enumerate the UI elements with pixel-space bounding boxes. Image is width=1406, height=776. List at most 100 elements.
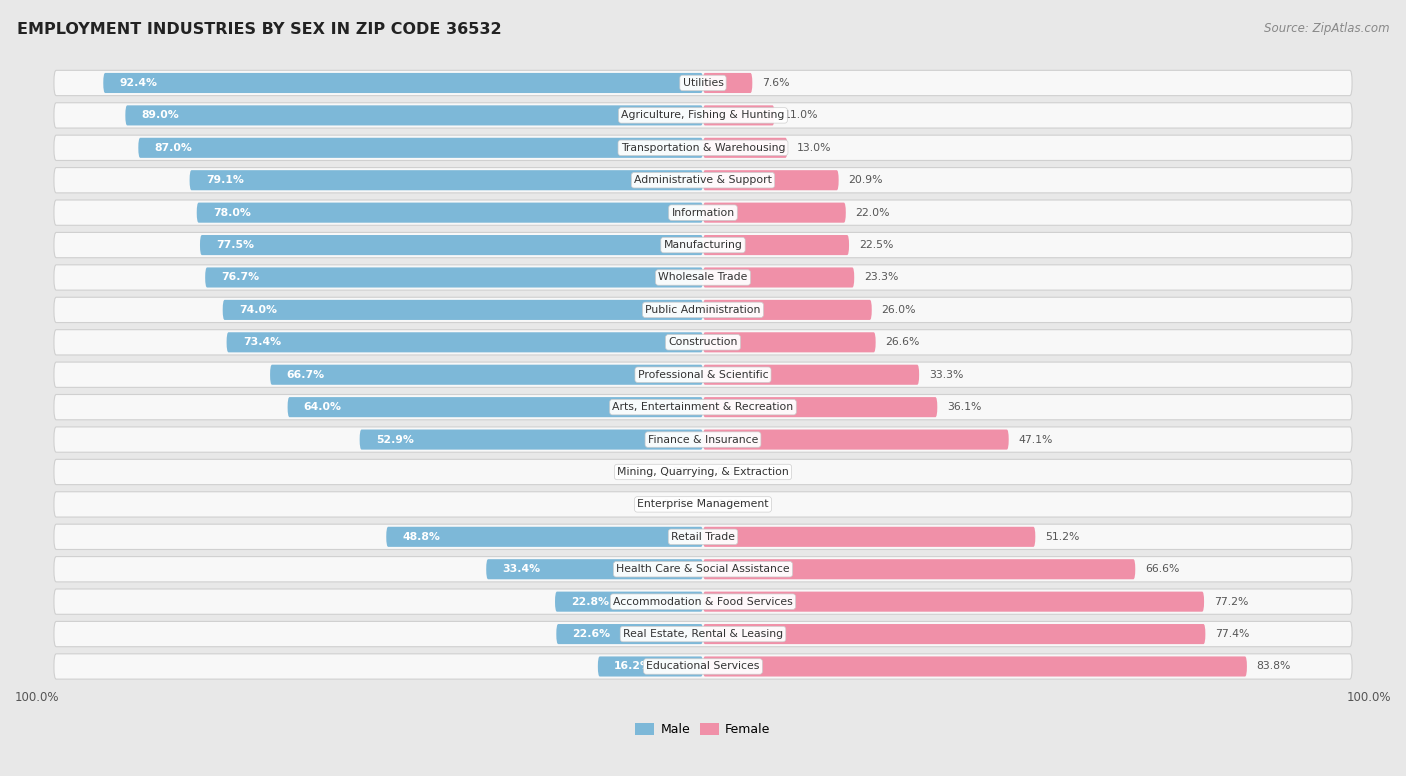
Text: 33.4%: 33.4% (502, 564, 540, 574)
Text: 51.2%: 51.2% (1045, 532, 1080, 542)
Legend: Male, Female: Male, Female (630, 719, 776, 741)
Text: 0.0%: 0.0% (662, 467, 690, 477)
FancyBboxPatch shape (53, 524, 1353, 549)
FancyBboxPatch shape (703, 624, 1205, 644)
Text: EMPLOYMENT INDUSTRIES BY SEX IN ZIP CODE 36532: EMPLOYMENT INDUSTRIES BY SEX IN ZIP CODE… (17, 22, 502, 36)
Text: 22.5%: 22.5% (859, 240, 893, 250)
Text: Educational Services: Educational Services (647, 661, 759, 671)
FancyBboxPatch shape (53, 297, 1353, 323)
FancyBboxPatch shape (53, 556, 1353, 582)
FancyBboxPatch shape (53, 330, 1353, 355)
FancyBboxPatch shape (53, 265, 1353, 290)
FancyBboxPatch shape (53, 135, 1353, 161)
Text: Construction: Construction (668, 338, 738, 348)
Text: 13.0%: 13.0% (797, 143, 831, 153)
FancyBboxPatch shape (53, 492, 1353, 517)
Text: 23.3%: 23.3% (863, 272, 898, 282)
FancyBboxPatch shape (703, 106, 775, 126)
Text: 74.0%: 74.0% (239, 305, 277, 315)
Text: 73.4%: 73.4% (243, 338, 281, 348)
FancyBboxPatch shape (703, 527, 1035, 547)
FancyBboxPatch shape (53, 654, 1353, 679)
Text: 26.0%: 26.0% (882, 305, 915, 315)
FancyBboxPatch shape (703, 170, 838, 190)
Text: 16.2%: 16.2% (614, 661, 652, 671)
Text: Real Estate, Rental & Leasing: Real Estate, Rental & Leasing (623, 629, 783, 639)
FancyBboxPatch shape (125, 106, 703, 126)
FancyBboxPatch shape (103, 73, 703, 93)
FancyBboxPatch shape (205, 268, 703, 288)
Text: 26.6%: 26.6% (886, 338, 920, 348)
FancyBboxPatch shape (288, 397, 703, 417)
FancyBboxPatch shape (270, 365, 703, 385)
FancyBboxPatch shape (703, 559, 1135, 579)
Text: 78.0%: 78.0% (212, 208, 250, 217)
Text: 87.0%: 87.0% (155, 143, 193, 153)
FancyBboxPatch shape (53, 427, 1353, 452)
Text: 0.0%: 0.0% (662, 500, 690, 509)
Text: 33.3%: 33.3% (929, 369, 963, 379)
Text: 66.7%: 66.7% (287, 369, 325, 379)
Text: 11.0%: 11.0% (785, 110, 818, 120)
Text: Administrative & Support: Administrative & Support (634, 175, 772, 185)
FancyBboxPatch shape (486, 559, 703, 579)
FancyBboxPatch shape (200, 235, 703, 255)
Text: Agriculture, Fishing & Hunting: Agriculture, Fishing & Hunting (621, 110, 785, 120)
FancyBboxPatch shape (387, 527, 703, 547)
Text: 77.5%: 77.5% (217, 240, 254, 250)
Text: 7.6%: 7.6% (762, 78, 790, 88)
Text: Utilities: Utilities (682, 78, 724, 88)
Text: 22.0%: 22.0% (855, 208, 890, 217)
Text: 79.1%: 79.1% (205, 175, 243, 185)
FancyBboxPatch shape (703, 235, 849, 255)
FancyBboxPatch shape (557, 624, 703, 644)
Text: Arts, Entertainment & Recreation: Arts, Entertainment & Recreation (613, 402, 793, 412)
FancyBboxPatch shape (53, 71, 1353, 95)
Text: Health Care & Social Assistance: Health Care & Social Assistance (616, 564, 790, 574)
FancyBboxPatch shape (703, 429, 1008, 449)
FancyBboxPatch shape (53, 459, 1353, 485)
Text: 92.4%: 92.4% (120, 78, 157, 88)
Text: Accommodation & Food Services: Accommodation & Food Services (613, 597, 793, 607)
Text: 22.8%: 22.8% (571, 597, 609, 607)
Text: Manufacturing: Manufacturing (664, 240, 742, 250)
FancyBboxPatch shape (138, 138, 703, 158)
FancyBboxPatch shape (360, 429, 703, 449)
Text: 100.0%: 100.0% (1347, 691, 1391, 704)
FancyBboxPatch shape (53, 200, 1353, 225)
FancyBboxPatch shape (703, 138, 787, 158)
Text: 64.0%: 64.0% (304, 402, 342, 412)
FancyBboxPatch shape (197, 203, 703, 223)
Text: 83.8%: 83.8% (1257, 661, 1291, 671)
Text: 76.7%: 76.7% (221, 272, 260, 282)
Text: 66.6%: 66.6% (1144, 564, 1180, 574)
FancyBboxPatch shape (222, 300, 703, 320)
Text: Retail Trade: Retail Trade (671, 532, 735, 542)
Text: 89.0%: 89.0% (142, 110, 180, 120)
Text: 48.8%: 48.8% (402, 532, 440, 542)
Text: Source: ZipAtlas.com: Source: ZipAtlas.com (1264, 22, 1389, 35)
FancyBboxPatch shape (53, 622, 1353, 646)
Text: 47.1%: 47.1% (1018, 435, 1053, 445)
FancyBboxPatch shape (53, 394, 1353, 420)
FancyBboxPatch shape (53, 362, 1353, 387)
FancyBboxPatch shape (703, 268, 855, 288)
Text: 0.0%: 0.0% (716, 500, 744, 509)
FancyBboxPatch shape (703, 332, 876, 352)
FancyBboxPatch shape (555, 591, 703, 611)
FancyBboxPatch shape (53, 589, 1353, 615)
FancyBboxPatch shape (703, 591, 1204, 611)
Text: 36.1%: 36.1% (948, 402, 981, 412)
Text: 77.2%: 77.2% (1213, 597, 1249, 607)
Text: Enterprise Management: Enterprise Management (637, 500, 769, 509)
Text: 52.9%: 52.9% (375, 435, 413, 445)
Text: 77.4%: 77.4% (1215, 629, 1250, 639)
Text: 100.0%: 100.0% (15, 691, 59, 704)
Text: Wholesale Trade: Wholesale Trade (658, 272, 748, 282)
FancyBboxPatch shape (703, 203, 846, 223)
Text: Transportation & Warehousing: Transportation & Warehousing (621, 143, 785, 153)
Text: Finance & Insurance: Finance & Insurance (648, 435, 758, 445)
FancyBboxPatch shape (703, 365, 920, 385)
Text: Information: Information (672, 208, 734, 217)
Text: Public Administration: Public Administration (645, 305, 761, 315)
